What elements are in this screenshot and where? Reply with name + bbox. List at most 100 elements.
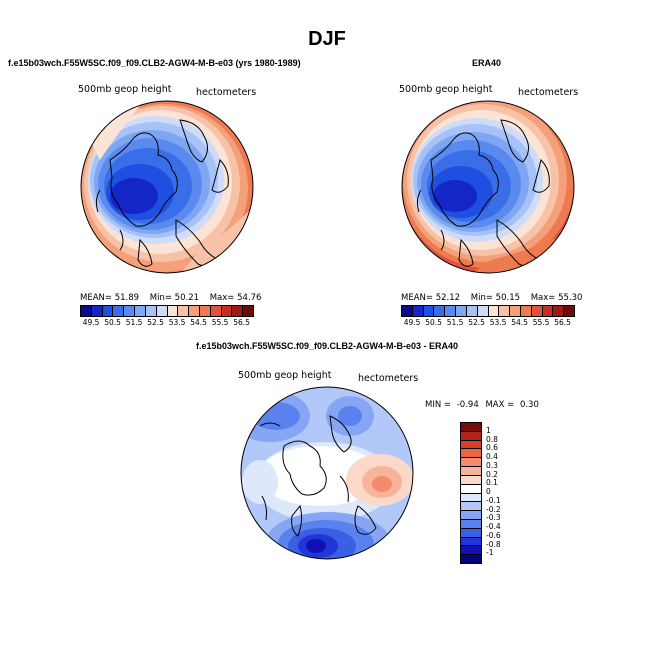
- colorbar-swatch: [232, 306, 244, 316]
- colorbar-tick-label: -1: [486, 548, 494, 558]
- colorbar-tick-label: 0.2: [486, 469, 498, 479]
- colorbar-tick-label: 53.5: [168, 318, 186, 327]
- panel-diff-coastlines: [259, 415, 377, 537]
- colorbar-tick-label: -0.2: [486, 504, 501, 514]
- colorbar-swatch: [412, 306, 424, 316]
- panel-obs-variable-label: 500mb geop height: [399, 84, 493, 95]
- max-value: 55.30: [558, 293, 583, 303]
- colorbar-swatch: [434, 306, 446, 316]
- colorbar-swatch: [423, 306, 435, 316]
- colorbar-swatch: [499, 306, 511, 316]
- colorbar-swatch: [461, 458, 481, 468]
- max-value: 0.30: [519, 400, 539, 410]
- colorbar-swatch: [91, 306, 103, 316]
- panel-model-colorbar-ticks: 49.5 50.5 51.5 52.5 53.5 54.5 55.5 56.5: [80, 318, 252, 328]
- max-label: MAX =: [485, 400, 515, 410]
- colorbar-swatch: [81, 306, 92, 316]
- colorbar-swatch: [461, 493, 481, 503]
- max-label: Max=: [530, 293, 556, 303]
- min-label: MIN =: [425, 400, 452, 410]
- colorbar-tick-label: 50.5: [425, 318, 442, 327]
- colorbar-tick-label: 56.5: [233, 318, 250, 327]
- max-value: 54.76: [237, 293, 262, 303]
- colorbar-swatch: [461, 449, 481, 459]
- colorbar-swatch: [510, 306, 521, 316]
- colorbar-swatch: [461, 511, 481, 520]
- colorbar-swatch: [553, 306, 565, 316]
- panel-model-boundary: [80, 100, 254, 274]
- colorbar-swatch: [461, 467, 481, 476]
- colorbar-swatch: [542, 306, 554, 316]
- colorbar-swatch: [189, 306, 200, 316]
- colorbar-swatch: [243, 306, 253, 316]
- colorbar-tick-label: 52.5: [147, 318, 164, 327]
- mean-label: MEAN=: [401, 293, 433, 303]
- colorbar-tick-label: 51.5: [446, 318, 464, 327]
- colorbar-swatch: [461, 475, 481, 485]
- colorbar-tick-label: -0.3: [486, 513, 501, 523]
- colorbar-swatch: [466, 306, 478, 316]
- mean-label: MEAN=: [80, 293, 112, 303]
- colorbar-swatch: [461, 528, 481, 538]
- min-value: 50.21: [174, 293, 200, 303]
- colorbar-tick-label: 54.5: [190, 318, 207, 327]
- min-value: 50.15: [495, 293, 521, 303]
- min-label: Min=: [470, 293, 493, 303]
- colorbar-tick-label: -0.6: [486, 530, 501, 540]
- colorbar-tick-label: 1: [486, 425, 491, 435]
- colorbar-swatch: [113, 306, 125, 316]
- page-title: DJF: [308, 28, 346, 50]
- panel-obs-field: [402, 101, 574, 273]
- panel-obs-stats: MEAN= 52.12 Min= 50.15 Max= 55.30: [401, 293, 582, 303]
- colorbar-swatch: [477, 306, 489, 316]
- colorbar-swatch: [445, 306, 457, 316]
- colorbar-tick-label: 52.5: [468, 318, 485, 327]
- mean-value: 52.12: [435, 293, 461, 303]
- colorbar-swatch: [461, 484, 481, 494]
- colorbar-swatch: [102, 306, 114, 316]
- colorbar-tick-label: 0: [486, 487, 491, 496]
- max-label: Max=: [209, 293, 235, 303]
- colorbar-tick-label: 0.6: [486, 443, 498, 453]
- panel-model-colorbar: [80, 305, 254, 317]
- colorbar-swatch: [461, 440, 481, 450]
- colorbar-swatch: [456, 306, 467, 316]
- colorbar-tick-label: 50.5: [104, 318, 121, 327]
- colorbar-swatch: [221, 306, 233, 316]
- panel-diff-map: [240, 386, 414, 560]
- colorbar-swatch: [461, 537, 481, 547]
- panel-obs-boundary: [401, 100, 575, 274]
- colorbar-swatch: [461, 519, 481, 529]
- colorbar-swatch: [167, 306, 179, 316]
- colorbar-tick-label: 0.8: [486, 434, 498, 444]
- colorbar-swatch: [145, 306, 157, 316]
- panel-model-heading: f.e15b03wch.F55W5SC.f09_f09.CLB2-AGW4-M-…: [8, 58, 301, 68]
- colorbar-tick-label: 56.5: [554, 318, 571, 327]
- colorbar-swatch: [199, 306, 211, 316]
- colorbar-swatch: [461, 423, 481, 432]
- panel-model-stats: MEAN= 51.89 Min= 50.21 Max= 54.76: [80, 293, 261, 303]
- colorbar-tick-label: -0.1: [486, 495, 501, 505]
- panel-diff-variable-label: 500mb geop height: [238, 370, 332, 381]
- colorbar-tick-label: 0.3: [486, 460, 498, 470]
- colorbar-tick-label: 51.5: [125, 318, 143, 327]
- colorbar-tick-label: 53.5: [489, 318, 507, 327]
- colorbar-tick-label: 54.5: [511, 318, 528, 327]
- panel-obs-map: [401, 100, 575, 274]
- panel-diff-colorbar-ticks: 1 0.8 0.6 0.4 0.3 0.2 0.1 0 -0.1 -0.2 -0.3 -0.4 -0.6…: [486, 422, 526, 562]
- colorbar-swatch: [124, 306, 136, 316]
- colorbar-swatch: [564, 306, 574, 316]
- mean-value: 51.89: [114, 293, 140, 303]
- panel-model-map: [80, 100, 254, 274]
- min-label: Min=: [149, 293, 172, 303]
- colorbar-tick-label: 0.4: [486, 452, 498, 461]
- colorbar-swatch: [210, 306, 222, 316]
- colorbar-swatch: [156, 306, 168, 316]
- panel-obs-heading: ERA40: [472, 58, 502, 68]
- panel-obs-units-label: hectometers: [518, 87, 579, 98]
- colorbar-swatch: [402, 306, 413, 316]
- panel-model-variable-label: 500mb geop height: [78, 84, 172, 95]
- colorbar-swatch: [461, 502, 481, 512]
- colorbar-swatch: [520, 306, 532, 316]
- panel-obs-coastlines: [416, 119, 550, 267]
